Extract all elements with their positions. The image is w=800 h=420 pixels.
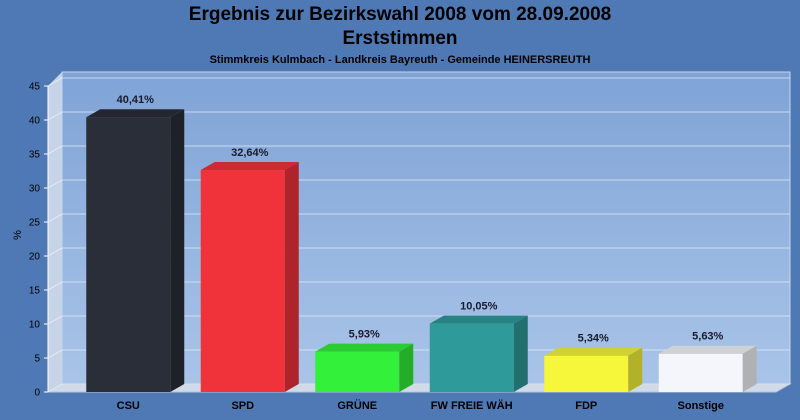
- bar-value-label: 5,93%: [349, 329, 380, 341]
- bar-top: [315, 343, 414, 352]
- bar-value-label: 40,41%: [117, 94, 155, 106]
- bar-top: [429, 315, 528, 324]
- x-tick-label: FDP: [575, 400, 597, 412]
- bar: [86, 117, 171, 392]
- bar-side: [284, 162, 299, 392]
- bar-top: [200, 162, 299, 171]
- bar-side: [628, 347, 643, 392]
- y-tick-label: 5: [34, 354, 40, 365]
- bar-side: [399, 343, 414, 392]
- gridline-side: [47, 111, 63, 121]
- gridline-side: [47, 315, 63, 325]
- bar: [544, 355, 629, 392]
- bar: [200, 170, 285, 392]
- bar-group: 5,34% FDP: [544, 333, 643, 412]
- chart-title: Ergebnis zur Bezirkswahl 2008 vom 28.09.…: [188, 4, 612, 25]
- bar-side: [170, 109, 185, 392]
- y-tick-label: 20: [29, 252, 41, 263]
- y-tick-label: 0: [34, 388, 40, 399]
- x-tick-label: CSU: [117, 400, 140, 412]
- bar-top: [544, 347, 643, 356]
- bar-group: 40,41% CSU: [86, 94, 185, 412]
- bar-value-label: 5,63%: [692, 331, 723, 343]
- chart-subtitle: Erststimmen: [342, 28, 458, 49]
- y-tick-label: 30: [29, 184, 41, 195]
- bar-top: [658, 345, 757, 354]
- y-tick-label: 10: [29, 320, 41, 331]
- bar-value-label: 5,34%: [578, 333, 609, 345]
- x-tick-label: FW FREIE WÄH: [431, 399, 513, 412]
- y-tick-label: 45: [29, 82, 41, 93]
- bar-group: 5,93% GRÜNE: [315, 329, 414, 412]
- bar-top: [86, 109, 185, 118]
- bar-value-label: 10,05%: [460, 301, 498, 313]
- bar-group: 32,64% SPD: [200, 147, 299, 412]
- y-tick-label: 35: [29, 150, 41, 161]
- y-tick-label: 25: [29, 218, 41, 229]
- bar-value-label: 32,64%: [231, 147, 269, 159]
- bar-group: 5,63% Sonstige: [658, 331, 757, 412]
- chart-caption: Stimmkreis Kulmbach - Landkreis Bayreuth…: [209, 54, 591, 66]
- bar: [315, 351, 400, 392]
- y-tick-label: 15: [29, 286, 41, 297]
- y-tick-label: 40: [29, 116, 41, 127]
- gridline-side: [47, 247, 63, 257]
- bar-group: 10,05% FW FREIE WÄH: [429, 301, 528, 412]
- gridline-side: [47, 145, 63, 155]
- gridline-side: [47, 213, 63, 223]
- bar-side: [742, 345, 757, 392]
- gridline-side: [47, 179, 63, 189]
- y-axis-label: %: [12, 230, 24, 240]
- x-tick-label: SPD: [231, 400, 254, 412]
- plot-side-wall: [48, 72, 62, 392]
- bar: [429, 323, 514, 392]
- gridline-side: [47, 349, 63, 359]
- bar-side: [513, 315, 528, 392]
- bar: [658, 353, 743, 392]
- x-tick-label: Sonstige: [678, 400, 724, 412]
- gridline-side: [47, 281, 63, 291]
- gridline-side: [47, 77, 63, 87]
- gridline-side: [47, 383, 63, 393]
- x-tick-label: GRÜNE: [337, 399, 377, 412]
